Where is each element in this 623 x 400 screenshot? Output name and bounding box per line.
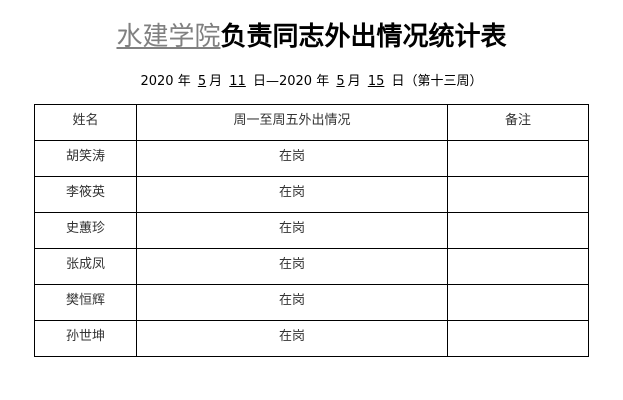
status-cell: 在岗 bbox=[136, 140, 448, 177]
label: 日 bbox=[252, 74, 266, 89]
status-cell: 在岗 bbox=[136, 176, 448, 213]
name-cell: 樊恒辉 bbox=[34, 284, 137, 321]
end-day: 15 bbox=[367, 74, 385, 89]
header-name: 姓名 bbox=[34, 104, 137, 141]
status-cell: 在岗 bbox=[136, 320, 448, 357]
table-row: 孙世坤 在岗 bbox=[34, 320, 589, 357]
week-number: （第十三周） bbox=[404, 74, 483, 89]
note-cell bbox=[447, 140, 589, 177]
status-cell: 在岗 bbox=[136, 212, 448, 249]
page-title: 水建学院负责同志外出情况统计表 bbox=[0, 16, 623, 53]
note-cell bbox=[447, 212, 589, 249]
status-cell: 在岗 bbox=[136, 284, 448, 321]
name-cell: 胡笑涛 bbox=[34, 140, 137, 177]
note-cell bbox=[447, 284, 589, 321]
label: 月 bbox=[347, 74, 361, 89]
start-month: 5 bbox=[197, 74, 207, 89]
status-cell: 在岗 bbox=[136, 248, 448, 285]
start-year: 2020 bbox=[140, 74, 174, 89]
table-row: 史蕙珍 在岗 bbox=[34, 212, 589, 249]
name-cell: 史蕙珍 bbox=[34, 212, 137, 249]
name-cell: 孙世坤 bbox=[34, 320, 137, 357]
header-note: 备注 bbox=[447, 104, 589, 141]
label: 月 bbox=[209, 74, 223, 89]
org-name: 水建学院 bbox=[116, 22, 221, 52]
title-text: 负责同志外出情况统计表 bbox=[220, 22, 507, 52]
table-header: 姓名 周一至周五外出情况 备注 bbox=[34, 104, 589, 141]
table-row: 樊恒辉 在岗 bbox=[34, 284, 589, 321]
name-cell: 张成凤 bbox=[34, 248, 137, 285]
note-cell bbox=[447, 176, 589, 213]
header-status: 周一至周五外出情况 bbox=[136, 104, 448, 141]
end-year: 2020 bbox=[278, 74, 313, 89]
note-cell bbox=[447, 248, 589, 285]
label: — bbox=[265, 74, 279, 89]
table-row: 胡笑涛 在岗 bbox=[34, 140, 589, 177]
label: 年 bbox=[316, 74, 330, 89]
start-day: 11 bbox=[229, 74, 246, 89]
label: 年 bbox=[177, 74, 191, 89]
end-month: 5 bbox=[336, 74, 345, 89]
name-cell: 李筱英 bbox=[34, 176, 137, 213]
table-row: 李筱英 在岗 bbox=[34, 176, 589, 213]
attendance-table: 姓名 周一至周五外出情况 备注 胡笑涛 在岗 李筱英 在岗 史蕙珍 在岗 张成凤 在岗 … bbox=[34, 104, 589, 357]
table-row: 张成凤 在岗 bbox=[34, 248, 589, 285]
note-cell bbox=[447, 320, 589, 357]
label: 日 bbox=[391, 74, 405, 89]
